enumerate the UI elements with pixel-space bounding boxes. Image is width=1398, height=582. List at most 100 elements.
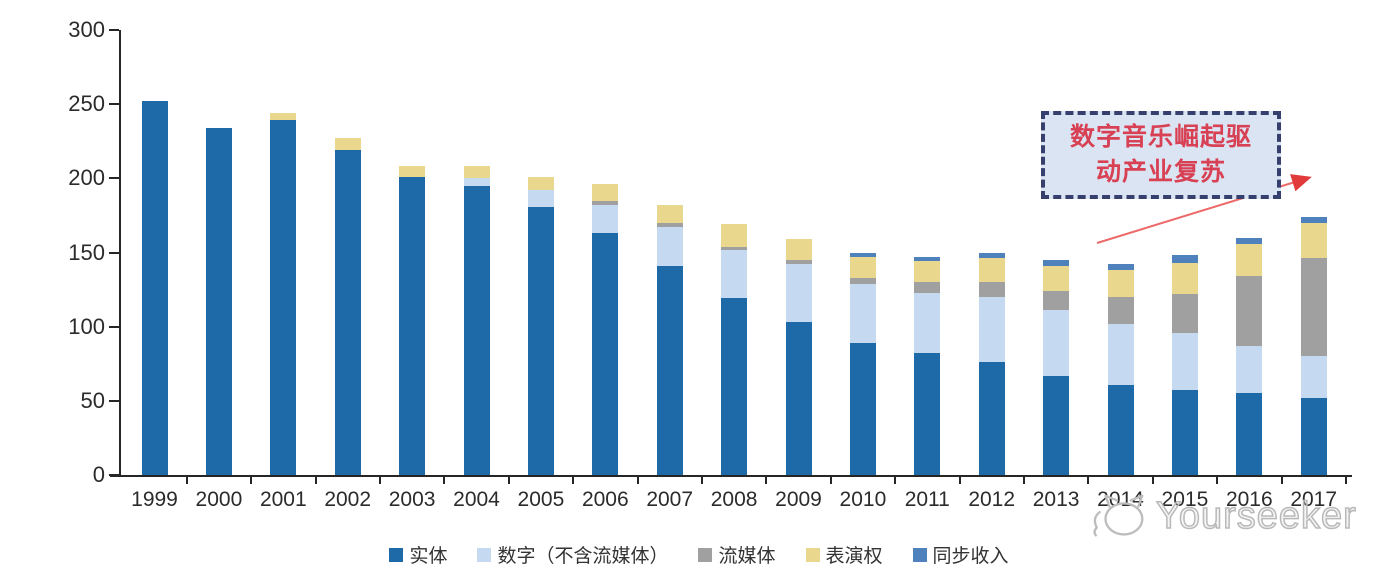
y-axis [119, 30, 121, 477]
x-axis-label: 2001 [259, 488, 307, 511]
bar-segment [849, 256, 876, 278]
bar-segment [399, 166, 426, 177]
bar-segment [656, 222, 683, 228]
bar-segment [1107, 264, 1134, 271]
bar-segment [270, 113, 297, 121]
x-axis-tick [1087, 477, 1090, 484]
x-axis-label: 2013 [1032, 488, 1080, 511]
x-axis-label: 2008 [710, 488, 758, 511]
bar-segment [656, 227, 683, 266]
bar-segment [463, 166, 490, 179]
x-axis-label: 2004 [453, 488, 500, 511]
bar-segment [1171, 294, 1198, 333]
legend-item: 流媒体 [698, 541, 776, 568]
bar-segment [849, 283, 876, 343]
bar-segment [849, 252, 876, 257]
x-axis-tick [507, 477, 510, 484]
x-axis-label: 2002 [324, 488, 372, 511]
y-axis-label: 100 [68, 313, 105, 339]
bar-segment [1043, 310, 1070, 376]
y-axis-label: 50 [80, 387, 105, 413]
x-axis-label: 2012 [968, 488, 1016, 511]
legend-swatch [912, 547, 927, 562]
bar-segment [1300, 222, 1327, 259]
bar-segment [592, 184, 619, 201]
bar-segment [978, 362, 1005, 475]
x-axis-tick [378, 477, 381, 484]
bar-segment [656, 265, 683, 475]
x-axis-tick [572, 477, 575, 484]
x-axis-tick [250, 477, 253, 484]
legend: 实体 数字（不含流媒体） 流媒体 表演权 同步收入 [0, 541, 1398, 568]
x-axis-label: 2000 [195, 488, 243, 511]
x-axis-tick [1280, 477, 1283, 484]
y-axis-tick [109, 399, 119, 402]
bar-segment [1043, 265, 1070, 292]
legend-swatch [477, 547, 492, 562]
bar-segment [914, 256, 941, 262]
x-axis-tick [958, 477, 961, 484]
y-axis-label: 150 [68, 239, 105, 265]
bar-segment [721, 249, 748, 299]
x-axis-tick [829, 477, 832, 484]
bar-segment [527, 176, 554, 191]
x-axis-tick [185, 477, 188, 484]
bar-segment [1107, 384, 1134, 475]
bar-segment [978, 252, 1005, 259]
annotation-line-1: 数字音乐崛起驱 [1069, 123, 1252, 151]
x-axis-tick [636, 477, 639, 484]
y-axis-tick [109, 177, 119, 180]
legend-swatch [698, 547, 713, 562]
bar-segment [1236, 276, 1263, 346]
y-axis-tick [109, 474, 119, 476]
bar-segment [205, 127, 232, 475]
y-axis-tick [109, 251, 119, 254]
bar-segment [1300, 397, 1327, 475]
legend-item: 同步收入 [912, 541, 1009, 568]
x-axis-tick [700, 477, 703, 484]
legend-label: 同步收入 [932, 546, 1009, 567]
x-axis-label: 2009 [775, 488, 822, 511]
legend-label: 表演权 [825, 546, 883, 567]
x-axis-tick [314, 477, 317, 484]
y-axis-label: 300 [68, 17, 105, 42]
legend-swatch [389, 547, 404, 562]
bar-segment [399, 176, 426, 475]
bar-segment [1043, 291, 1070, 311]
bar-segment [721, 298, 748, 475]
x-axis-label: 2003 [388, 488, 436, 511]
legend-label: 实体 [409, 546, 448, 567]
bar-segment [592, 205, 619, 234]
bar-segment [1300, 216, 1327, 223]
bar-segment [1107, 297, 1134, 324]
bar-segment [1043, 259, 1070, 266]
bar-segment [721, 246, 748, 250]
bar-segment [1107, 323, 1134, 385]
bar-segment [334, 150, 361, 475]
legend-label: 流媒体 [718, 546, 776, 567]
bar-segment [592, 233, 619, 475]
annotation-line-2: 动产业复苏 [1095, 158, 1226, 186]
bar-segment [1236, 393, 1263, 475]
x-axis-tick [1344, 477, 1347, 484]
watermark-text: Yourseeker [1155, 494, 1357, 538]
legend-swatch [805, 547, 820, 562]
bar-segment [914, 353, 941, 475]
bar-segment [1236, 345, 1263, 394]
watermark: Yourseeker [1090, 492, 1357, 540]
x-axis-label: 2007 [646, 488, 694, 511]
x-axis [110, 475, 1352, 477]
bar-segment [1171, 332, 1198, 391]
x-axis-tick [443, 477, 446, 484]
bar-segment [1171, 262, 1198, 295]
bar-segment [1236, 237, 1263, 244]
cat-logo-icon [1093, 494, 1144, 537]
bar-segment [463, 178, 490, 186]
bar-segment [592, 200, 619, 206]
bar-segment [978, 258, 1005, 283]
y-axis-label: 0 [92, 462, 105, 487]
annotation-callout: 数字音乐崛起驱 动产业复苏 [1041, 111, 1281, 199]
bar-segment [334, 138, 361, 151]
x-axis-label: 2016 [1225, 488, 1273, 511]
